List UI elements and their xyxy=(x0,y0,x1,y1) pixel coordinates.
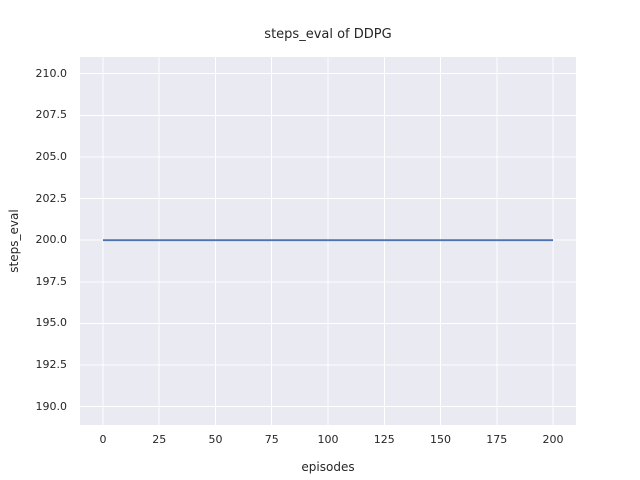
x-tick-label: 0 xyxy=(99,433,107,446)
x-tick-label: 125 xyxy=(373,433,395,446)
y-tick-label: 202.5 xyxy=(35,191,68,205)
y-tick-label: 207.5 xyxy=(35,108,68,122)
x-tick-label: 50 xyxy=(208,433,223,446)
chart-title: steps_eval of DDPG xyxy=(264,27,392,42)
y-axis-label: steps_eval xyxy=(7,209,21,273)
plot-canvas xyxy=(80,57,576,425)
x-tick-label: 175 xyxy=(486,433,508,446)
y-tick-label: 190.0 xyxy=(35,399,68,413)
x-tick-label: 25 xyxy=(152,433,167,446)
x-axis-label: episodes xyxy=(301,460,355,474)
y-tick-label: 210.0 xyxy=(35,66,68,80)
y-tick-label: 195.0 xyxy=(35,316,68,330)
y-tick-label: 205.0 xyxy=(35,149,68,163)
x-tick-label: 100 xyxy=(317,433,339,446)
x-tick-label: 75 xyxy=(264,433,279,446)
plot-area xyxy=(80,57,576,425)
x-tick-label: 200 xyxy=(542,433,564,446)
y-tick-label: 197.5 xyxy=(35,274,68,288)
y-tick-label: 200.0 xyxy=(35,233,68,247)
y-tick-label: 192.5 xyxy=(35,358,68,372)
x-tick-label: 150 xyxy=(430,433,452,446)
